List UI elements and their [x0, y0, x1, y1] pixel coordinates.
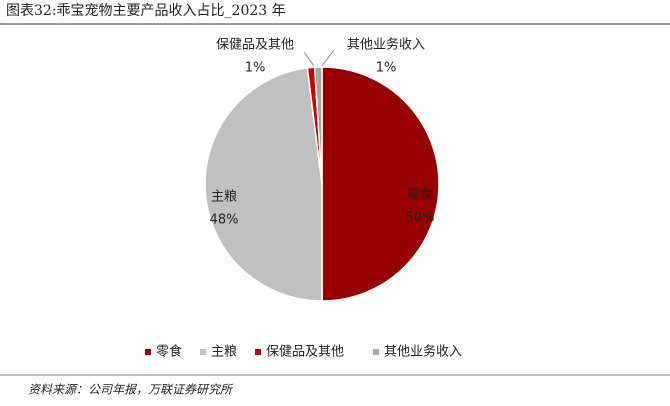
legend-swatch: [145, 349, 151, 355]
slice-label: 主粮: [211, 190, 237, 205]
legend-label: 其他业务收入: [384, 344, 462, 360]
slice-label: 其他业务收入: [347, 37, 425, 53]
pie-slice: [321, 66, 440, 302]
chart-title: 图表32:乖宝宠物主要产品收入占比_2023 年: [6, 3, 286, 19]
legend-label: 零食: [156, 344, 182, 360]
legend-swatch: [255, 349, 261, 355]
legend-swatch: [373, 349, 379, 355]
pie-slice: [204, 67, 323, 302]
legend-label: 主粮: [211, 345, 237, 360]
value-label: 1%: [245, 61, 266, 76]
pie-slice: [313, 66, 323, 185]
source: 资料来源：公司年报，万联证券研究所: [28, 383, 234, 397]
value-label: 1%: [376, 61, 397, 76]
slice-label: 保健品及其他: [216, 38, 294, 53]
legend-label: 保健品及其他: [266, 345, 344, 360]
legend-swatch: [200, 349, 206, 355]
slice-label: 零食: [407, 187, 433, 203]
value-label: 48%: [210, 213, 239, 228]
leader-line: [303, 51, 315, 67]
value-label: 50%: [406, 211, 435, 226]
leader-line: [321, 49, 335, 67]
